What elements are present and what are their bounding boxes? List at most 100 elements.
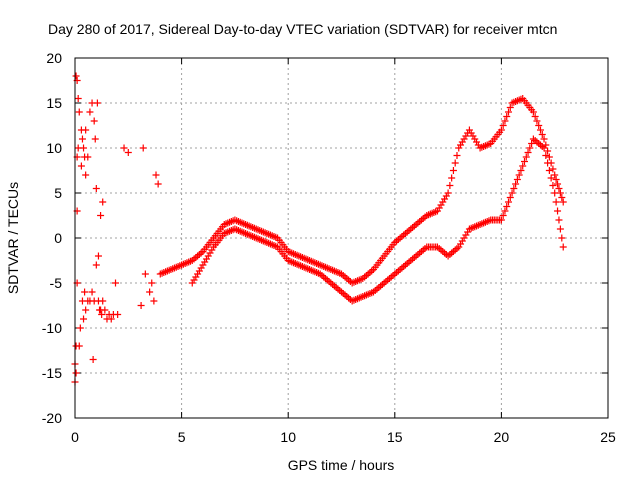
data-point	[526, 144, 534, 152]
data-point	[540, 144, 548, 152]
data-point	[124, 149, 132, 156]
data-point	[99, 198, 107, 206]
data-point	[82, 306, 90, 314]
data-point	[92, 185, 100, 192]
y-tick-label: 5	[54, 185, 62, 201]
data-point	[453, 152, 461, 159]
y-tick-label: 20	[46, 50, 62, 66]
data-point	[551, 171, 559, 179]
data-point	[556, 225, 564, 233]
data-point	[513, 176, 521, 183]
data-point	[84, 153, 92, 161]
data-point	[505, 108, 513, 116]
data-point	[533, 117, 541, 125]
data-point	[535, 122, 543, 129]
data-point	[120, 144, 128, 152]
chart-title: Day 280 of 2017, Sidereal Day-to-day VTE…	[48, 21, 557, 37]
data-point	[559, 198, 567, 206]
data-point	[540, 135, 548, 143]
data-point	[501, 117, 509, 125]
x-tick-label: 5	[178, 429, 186, 445]
data-point	[503, 113, 511, 120]
data-point	[148, 279, 156, 287]
data-point	[75, 108, 83, 116]
data-point	[506, 104, 514, 111]
data-point	[86, 108, 94, 116]
y-tick-label: 15	[46, 95, 62, 111]
data-point	[444, 189, 452, 197]
data-point	[499, 212, 507, 219]
data-point	[522, 153, 530, 161]
data-point	[552, 176, 560, 183]
data-point	[512, 180, 520, 188]
data-point	[529, 108, 537, 116]
data-point	[90, 117, 98, 125]
data-point	[77, 162, 85, 170]
data-point	[545, 167, 553, 174]
data-point	[520, 158, 528, 165]
data-point	[76, 324, 84, 332]
data-point	[80, 144, 88, 152]
data-point	[74, 95, 82, 102]
data-point	[528, 140, 536, 147]
data-point	[549, 165, 557, 173]
y-tick-label: -15	[42, 365, 62, 381]
data-point	[552, 198, 560, 206]
data-point	[558, 234, 566, 242]
series-diurnal-track-a	[156, 95, 567, 287]
data-point	[107, 315, 115, 323]
data-point	[551, 189, 559, 197]
data-point	[141, 270, 149, 278]
data-point	[503, 203, 511, 210]
data-point	[555, 185, 563, 192]
y-tick-label: 0	[54, 230, 62, 246]
data-point	[515, 171, 523, 179]
data-points	[71, 72, 567, 386]
data-point	[549, 182, 557, 189]
data-point	[542, 152, 550, 159]
data-point	[72, 369, 80, 377]
grid-lines	[75, 58, 608, 418]
data-point	[139, 144, 147, 152]
data-point	[501, 207, 509, 215]
series-diurnal-track-b	[188, 135, 567, 305]
x-axis-label: GPS time / hours	[288, 457, 395, 473]
data-point	[497, 216, 505, 224]
data-point	[544, 147, 552, 155]
data-point	[446, 182, 454, 189]
data-point	[93, 99, 101, 107]
data-point	[510, 185, 518, 192]
data-point	[80, 315, 88, 323]
data-point	[82, 171, 90, 179]
x-tick-label: 15	[387, 429, 403, 445]
data-point	[449, 167, 457, 174]
data-point	[88, 288, 96, 296]
data-point	[544, 159, 552, 167]
data-point	[114, 311, 122, 318]
data-point	[555, 216, 563, 224]
data-point	[559, 243, 567, 251]
x-tick-label: 25	[600, 429, 616, 445]
y-tick-label: -10	[42, 320, 62, 336]
data-point	[150, 297, 158, 305]
plot-frame	[74, 57, 609, 419]
data-point	[536, 126, 544, 134]
data-point	[558, 194, 566, 201]
tick-labels: 0 5 10 15 20 25 -20 -15 -10 -5 0 5 10 15 20	[42, 50, 616, 445]
data-point	[154, 180, 162, 188]
data-point	[72, 72, 80, 80]
x-tick-label: 20	[494, 429, 510, 445]
data-point	[152, 171, 160, 179]
y-axis-label: SDTVAR / TECUs	[5, 182, 21, 294]
data-point	[137, 302, 145, 309]
data-point	[506, 194, 514, 201]
data-point	[448, 174, 456, 182]
data-point	[545, 153, 553, 161]
data-point	[78, 135, 86, 143]
x-tick-label: 0	[71, 429, 79, 445]
data-point	[81, 288, 89, 296]
y-tick-label: 10	[46, 140, 62, 156]
data-point	[524, 149, 532, 156]
